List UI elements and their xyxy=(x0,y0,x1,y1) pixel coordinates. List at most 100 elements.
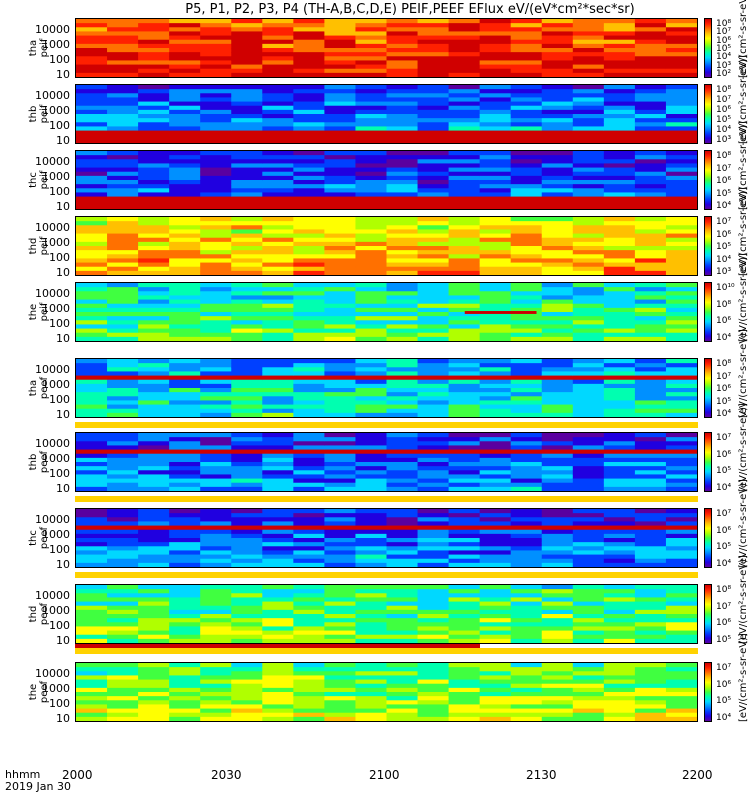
spectrogram-cell xyxy=(138,533,170,539)
spectrogram-cell xyxy=(200,134,232,140)
spectrogram-cell xyxy=(448,126,481,132)
spectrogram-cell xyxy=(603,359,636,364)
spectrogram-cell xyxy=(634,412,667,417)
spectrogram-cell xyxy=(107,470,139,475)
spectrogram-cell xyxy=(386,85,419,90)
spectrogram-cell xyxy=(417,229,450,235)
spectrogram-cell xyxy=(572,562,605,567)
spectrogram-cell xyxy=(386,462,419,467)
spectrogram-cell xyxy=(324,675,356,681)
spectrogram-cell xyxy=(448,538,481,543)
spectrogram-cell xyxy=(138,683,170,689)
spectrogram-cell xyxy=(293,379,325,385)
spectrogram-cell xyxy=(262,60,294,66)
spectrogram-cell xyxy=(169,449,201,455)
spectrogram-cell xyxy=(479,254,512,259)
colorbar-unit-label: [eV/(cm²-s-sr-eV)] xyxy=(738,633,749,722)
spectrogram-cell xyxy=(479,396,512,401)
spectrogram-cell xyxy=(572,283,605,288)
spectrogram-cell xyxy=(448,367,481,372)
spectrogram-cell xyxy=(541,630,574,636)
spectrogram-cell xyxy=(634,486,667,491)
spectrogram-cell xyxy=(634,445,667,451)
spectrogram-cell xyxy=(76,675,108,681)
spectrogram-cell xyxy=(417,266,450,272)
spectrogram-cell xyxy=(76,433,108,438)
spectrogram-cell xyxy=(169,320,201,325)
spectrogram-cell xyxy=(262,118,294,123)
spectrogram-cell xyxy=(200,122,232,127)
spectrogram-cell xyxy=(169,533,201,539)
spectrogram-cell xyxy=(231,533,263,539)
spectrogram-cell xyxy=(324,307,356,313)
spectrogram-cell xyxy=(107,474,139,480)
spectrogram-cell xyxy=(479,159,512,164)
spectrogram-cell xyxy=(386,221,419,226)
spectrogram-cell xyxy=(510,39,543,45)
spectrogram-cell xyxy=(138,262,170,268)
spectrogram-cell xyxy=(541,716,574,721)
spectrogram-cell xyxy=(138,163,170,169)
spectrogram-cell xyxy=(293,204,325,209)
spectrogram-cell xyxy=(572,217,605,222)
spectrogram-cell xyxy=(293,558,325,564)
spectrogram-cell xyxy=(169,68,201,74)
spectrogram-cell xyxy=(231,605,263,611)
spectrogram-cell xyxy=(386,328,419,334)
spectrogram-cell xyxy=(76,704,108,710)
spectrogram-cell xyxy=(107,180,139,185)
spectrogram-cell xyxy=(169,558,201,564)
spectrogram-cell xyxy=(293,89,325,94)
spectrogram-cell xyxy=(355,593,387,598)
spectrogram-cell xyxy=(603,675,636,681)
spectrogram-cell xyxy=(324,229,356,235)
spectrogram-cell xyxy=(262,237,294,243)
spectrogram-cell xyxy=(107,237,139,243)
spectrogram-cell xyxy=(262,671,294,676)
spectrogram-cell xyxy=(417,716,450,721)
spectrogram-cell xyxy=(479,324,512,330)
spectrogram-cell xyxy=(417,412,450,417)
spectrogram-cell xyxy=(324,200,356,206)
spectrogram-cell xyxy=(572,68,605,74)
spectrogram-cell xyxy=(107,371,139,377)
y-tick-label: 10 xyxy=(56,558,70,571)
spectrogram-cell xyxy=(138,122,170,127)
y-tick-label: 10000 xyxy=(35,155,70,168)
spectrogram-cell xyxy=(76,708,108,714)
spectrogram-cell xyxy=(448,392,481,397)
spectrogram-cell xyxy=(541,258,574,264)
spectrogram-cell xyxy=(541,517,574,522)
spectrogram-cell xyxy=(231,295,263,301)
spectrogram-panel-tha-peif xyxy=(75,18,698,78)
spectrogram-cell xyxy=(107,462,139,467)
spectrogram-cell xyxy=(231,441,263,446)
spectrogram-cell xyxy=(355,188,387,193)
spectrogram-cell xyxy=(169,175,201,181)
spectrogram-cell xyxy=(572,638,605,643)
spectrogram-cell xyxy=(200,180,232,185)
spectrogram-cell xyxy=(76,663,108,668)
spectrogram-cell xyxy=(169,630,201,636)
spectrogram-cell xyxy=(417,167,450,173)
spectrogram-cell xyxy=(293,250,325,255)
spectrogram-cell xyxy=(355,93,387,98)
spectrogram-cell xyxy=(572,35,605,41)
spectrogram-cell xyxy=(138,601,170,607)
spectrogram-cell xyxy=(200,283,232,288)
spectrogram-cell xyxy=(603,379,636,385)
spectrogram-cell xyxy=(634,97,667,103)
spectrogram-cell xyxy=(417,585,450,590)
spectrogram-cell xyxy=(107,359,139,364)
spectrogram-cell xyxy=(448,105,481,111)
spectrogram-cell xyxy=(262,241,294,247)
spectrogram-cell xyxy=(510,105,543,111)
spectrogram-cell xyxy=(479,250,512,255)
spectrogram-cell xyxy=(324,27,356,32)
spectrogram-cell xyxy=(76,196,108,202)
spectrogram-cell xyxy=(355,204,387,209)
spectrogram-cell xyxy=(479,679,512,685)
colorbar-tick-label: 10⁸ xyxy=(716,359,732,369)
spectrogram-cell xyxy=(324,48,356,53)
spectrogram-cell xyxy=(541,68,574,74)
